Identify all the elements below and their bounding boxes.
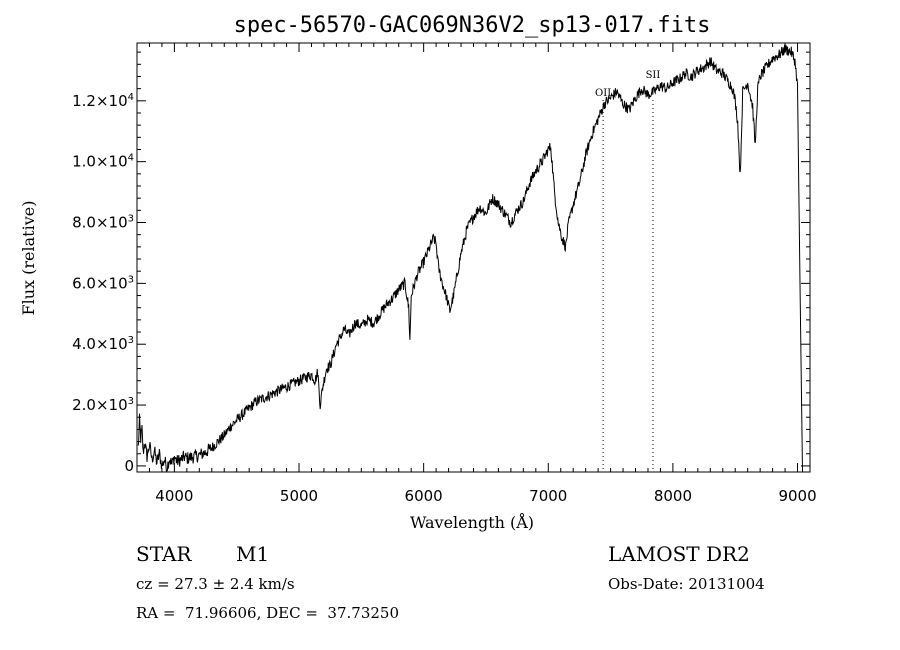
axis-ticks — [137, 43, 811, 472]
x-tick-label: 9000 — [778, 487, 816, 505]
x-tick-label: 4000 — [155, 487, 193, 505]
redshift-cz: cz = 27.3 ± 2.4 km/s — [136, 575, 295, 593]
y-tick-labels: 0 2.0×103 4.0×103 6.0×103 8.0×103 1.0×104 1.2×… — [72, 92, 134, 475]
plot-frame — [136, 42, 811, 473]
x-tick-label: 6000 — [405, 487, 443, 505]
obs-date: Obs-Date: 20131004 — [608, 575, 765, 593]
y-tick-label: 0 — [124, 457, 134, 475]
chart-title: spec-56570-GAC069N36V2_sp13-017.fits — [234, 13, 711, 38]
object-type: STAR — [136, 542, 192, 566]
y-tick-label: 1.0×104 — [72, 153, 134, 171]
x-tick-label: 7000 — [529, 487, 567, 505]
y-axis-label: Flux (relative) — [19, 201, 38, 316]
x-tick-label: 8000 — [654, 487, 692, 505]
x-axis-label: Wavelength (Å) — [410, 512, 534, 532]
y-tick-label: 8.0×103 — [72, 214, 134, 232]
x-tick-label: 5000 — [280, 487, 318, 505]
coordinates: RA = 71.96606, DEC = 37.73250 — [136, 604, 400, 622]
y-tick-label: 6.0×103 — [72, 274, 134, 292]
line-marker-label: OII — [595, 88, 611, 99]
x-tick-labels: 4000 5000 6000 7000 8000 9000 — [155, 487, 816, 505]
y-tick-label: 4.0×103 — [72, 335, 134, 353]
y-tick-label: 2.0×103 — [72, 396, 134, 414]
spectrum-line — [137, 44, 803, 473]
y-tick-label: 1.2×104 — [72, 92, 134, 110]
survey-name: LAMOST DR2 — [608, 542, 750, 566]
subclass: M1 — [236, 542, 270, 566]
line-marker-label: SII — [646, 70, 661, 81]
emission-line-markers: OII SII — [595, 70, 660, 472]
